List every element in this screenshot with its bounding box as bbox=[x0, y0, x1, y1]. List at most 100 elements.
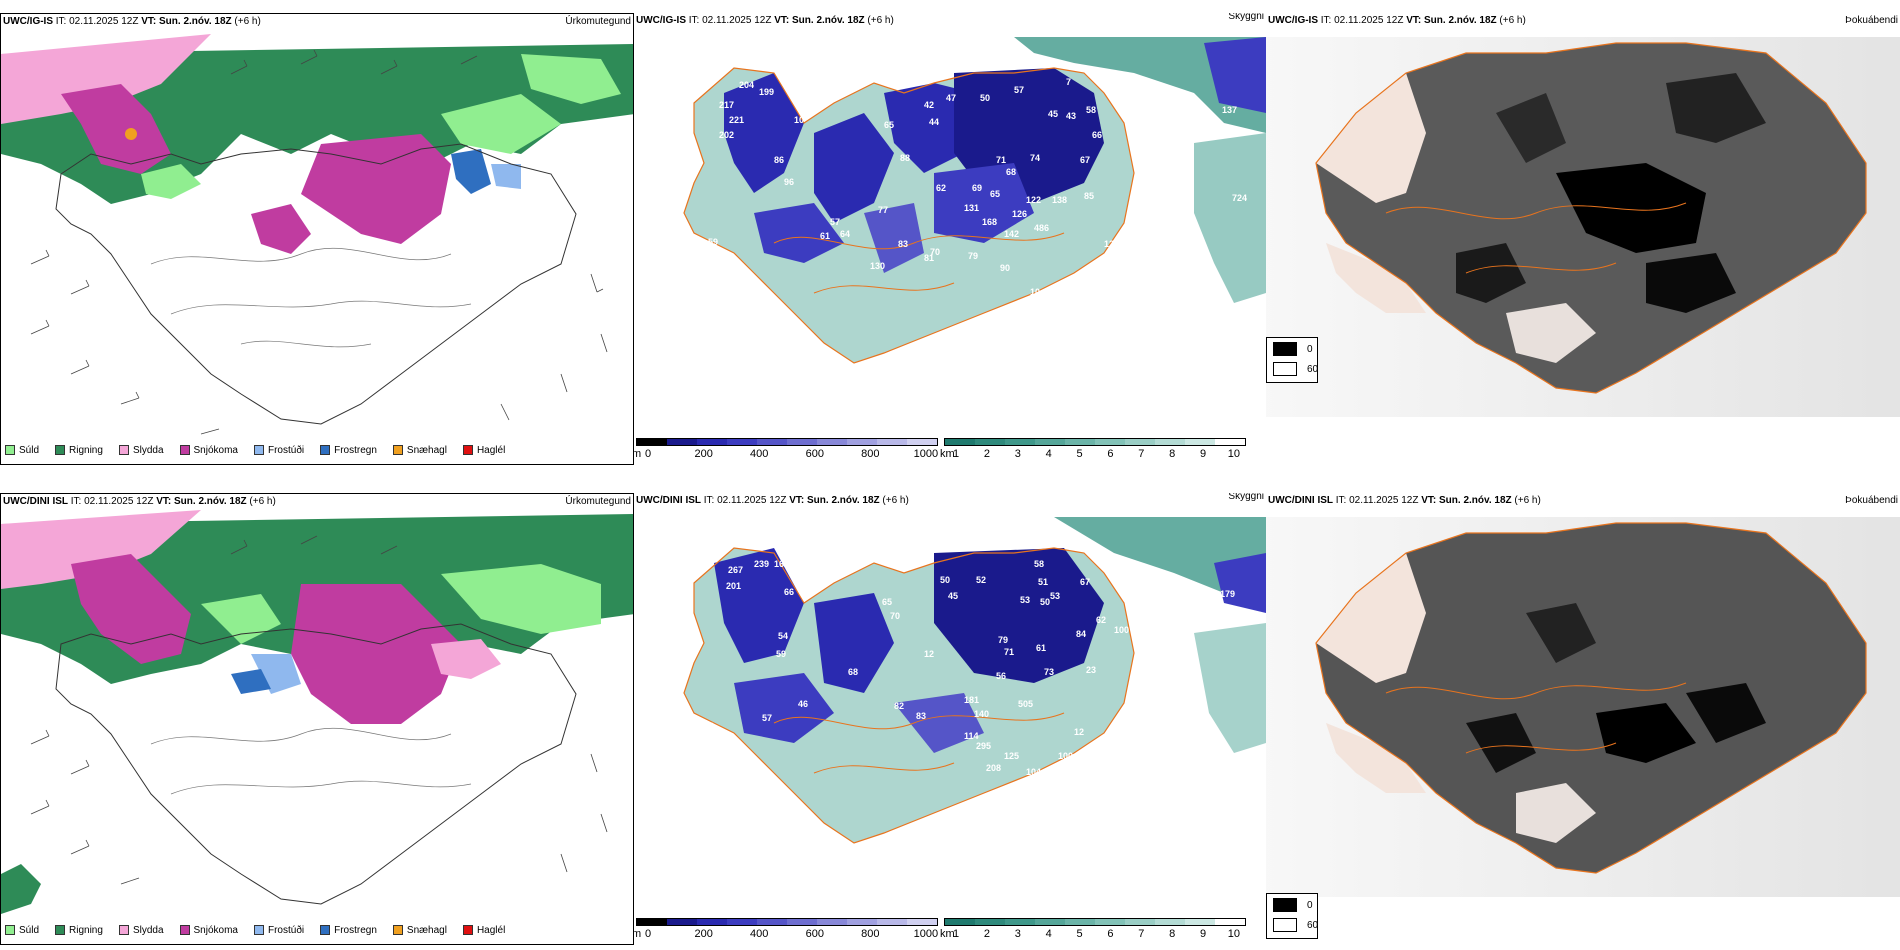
vis-label: 295 bbox=[976, 741, 991, 751]
legend-item: Rigning bbox=[55, 925, 103, 936]
legend-item: Frostregn bbox=[320, 925, 377, 936]
cbar-tick-label: 1 bbox=[953, 928, 960, 940]
precip-map bbox=[1, 510, 633, 914]
legend-label: Súld bbox=[19, 444, 40, 456]
legend-item: Haglél bbox=[462, 444, 506, 456]
field-name: Úrkomutegund bbox=[565, 496, 631, 507]
cbar-segment bbox=[637, 439, 667, 445]
legend-item: Haglél bbox=[462, 925, 505, 936]
vis-label: 122 bbox=[1026, 195, 1041, 205]
cbar-segment bbox=[877, 439, 907, 445]
vis-label: 45 bbox=[948, 591, 958, 601]
cbar-segment bbox=[757, 919, 787, 925]
cbar-tick-label: 7 bbox=[1138, 448, 1145, 460]
cbar-segment bbox=[907, 439, 937, 445]
cbar-tick-label: 10 bbox=[1227, 448, 1241, 460]
fog-legend-label: 60 bbox=[1307, 919, 1319, 931]
cbar-segment bbox=[945, 919, 975, 925]
valid-time: Sun. 2.nóv. 18Z bbox=[159, 16, 232, 27]
legend-item: Slydda bbox=[118, 924, 164, 936]
cbar-tick-label: 4 bbox=[1045, 448, 1052, 460]
vis-label: 64 bbox=[840, 229, 850, 239]
vis-label: 54 bbox=[778, 631, 788, 641]
vis-label: 724 bbox=[1232, 193, 1247, 203]
vis-label: 47 bbox=[946, 93, 956, 103]
cbar-segment bbox=[817, 919, 847, 925]
lead-time: (+6 h) bbox=[867, 15, 894, 26]
cbar-tick-label: 400 bbox=[750, 448, 769, 460]
legend-item: Snjókoma bbox=[179, 925, 238, 936]
lead-time: (+6 h) bbox=[234, 16, 261, 27]
vis-label: 67 bbox=[1080, 577, 1090, 587]
vis-label: 10 bbox=[794, 115, 804, 125]
legend-item: Frostúði bbox=[253, 444, 305, 456]
cbar-segment bbox=[1185, 439, 1215, 445]
legend-swatch bbox=[5, 925, 15, 935]
vis-label: 59 bbox=[708, 237, 718, 247]
cbar-segment bbox=[1035, 919, 1065, 925]
vis-label: 59 bbox=[776, 649, 786, 659]
cbar-segment bbox=[1005, 439, 1035, 445]
vis-label: 505 bbox=[1018, 699, 1033, 709]
legend-label: Frostregn bbox=[334, 444, 377, 456]
legend-label: Frostúði bbox=[267, 444, 305, 456]
vis-label: 179 bbox=[1220, 589, 1235, 599]
cbar-segment bbox=[757, 439, 787, 445]
vis-label: 204 bbox=[739, 80, 754, 90]
cbar-tick-label: 400 bbox=[750, 928, 769, 940]
legend-label: Haglél bbox=[476, 444, 506, 456]
legend-label: Rigning bbox=[69, 924, 103, 936]
vis-label: 57 bbox=[762, 713, 772, 723]
lead-time: (+6 h) bbox=[1499, 15, 1526, 26]
fog-legend-label: 0 bbox=[1307, 343, 1313, 355]
legend-label: Slydda bbox=[132, 924, 164, 936]
cbar-m-bar bbox=[636, 438, 938, 446]
vis-label: 104 bbox=[1026, 767, 1041, 777]
vis-label: 59 bbox=[704, 721, 714, 731]
vis-label: 10 bbox=[1030, 287, 1040, 297]
cbar-tick-label: 600 bbox=[805, 928, 824, 940]
legend-swatch bbox=[118, 925, 129, 935]
fog-legend: 0 60 bbox=[1266, 893, 1318, 939]
precip-type-panel-bottom: UWC/DINI ISL IT: 02.11.2025 12Z VT: Sun.… bbox=[0, 493, 634, 945]
panel-title-left: UWC/DINI ISL IT: 02.11.2025 12Z VT: Sun.… bbox=[3, 494, 276, 510]
vis-label: 23 bbox=[1086, 665, 1096, 675]
vis-label: 162 bbox=[774, 559, 789, 569]
cbar-segment bbox=[1065, 439, 1095, 445]
model-name: UWC/DINI ISL bbox=[1268, 495, 1333, 506]
valid-time: Sun. 2.nóv. 18Z bbox=[1424, 15, 1497, 26]
cbar-tick-label: 9 bbox=[1199, 928, 1207, 940]
visibility-value-labels: 267 239 162 201 66 65 70 50 52 45 58 51 … bbox=[704, 559, 1235, 777]
legend-label: Frostregn bbox=[334, 924, 377, 936]
vis-label: 73 bbox=[1044, 667, 1054, 677]
vis-label: 84 bbox=[1076, 629, 1086, 639]
legend-item: Snæhagl bbox=[392, 925, 447, 936]
cbar-tick-label: 9 bbox=[1199, 448, 1207, 460]
field-name: Þokuábendi bbox=[1845, 15, 1898, 26]
cbar-m-unit: m bbox=[634, 448, 642, 460]
legend-swatch bbox=[462, 925, 473, 935]
valid-time: Sun. 2.nóv. 18Z bbox=[807, 495, 880, 506]
cbar-km-ticks: 1 2 3 4 5 6 7 8 9 10 bbox=[944, 928, 1246, 942]
cbar-tick-label: 7 bbox=[1138, 928, 1145, 940]
model-name: UWC/DINI ISL bbox=[3, 496, 68, 507]
cbar-m-ticks: 0 200 400 600 800 1000 bbox=[636, 448, 938, 462]
panel-title-left: UWC/DINI ISL IT: 02.11.2025 12Z VT: Sun.… bbox=[1268, 493, 1541, 509]
valid-label: VT: bbox=[1421, 495, 1437, 506]
legend-swatch bbox=[179, 925, 190, 935]
cbar-tick-label: 600 bbox=[805, 448, 824, 460]
cbar-tick-label: 1 bbox=[953, 448, 960, 460]
model-name: UWC/IG-IS bbox=[636, 15, 686, 26]
cbar-segment bbox=[727, 919, 757, 925]
field-name: Skyggni bbox=[1228, 13, 1264, 22]
vis-label: 90 bbox=[1000, 263, 1010, 273]
vis-label: 70 bbox=[930, 247, 940, 257]
cbar-segment bbox=[667, 919, 697, 925]
vis-label: 7 bbox=[1066, 77, 1071, 87]
precip-type-panel-top: UWC/IG-IS IT: 02.11.2025 12Z VT: Sun. 2.… bbox=[0, 13, 634, 465]
vis-label: 66 bbox=[784, 587, 794, 597]
vis-label: 86 bbox=[774, 155, 784, 165]
vis-label: 486 bbox=[1034, 223, 1049, 233]
fog-legend-swatch bbox=[1273, 898, 1297, 912]
legend-swatch bbox=[118, 445, 129, 455]
